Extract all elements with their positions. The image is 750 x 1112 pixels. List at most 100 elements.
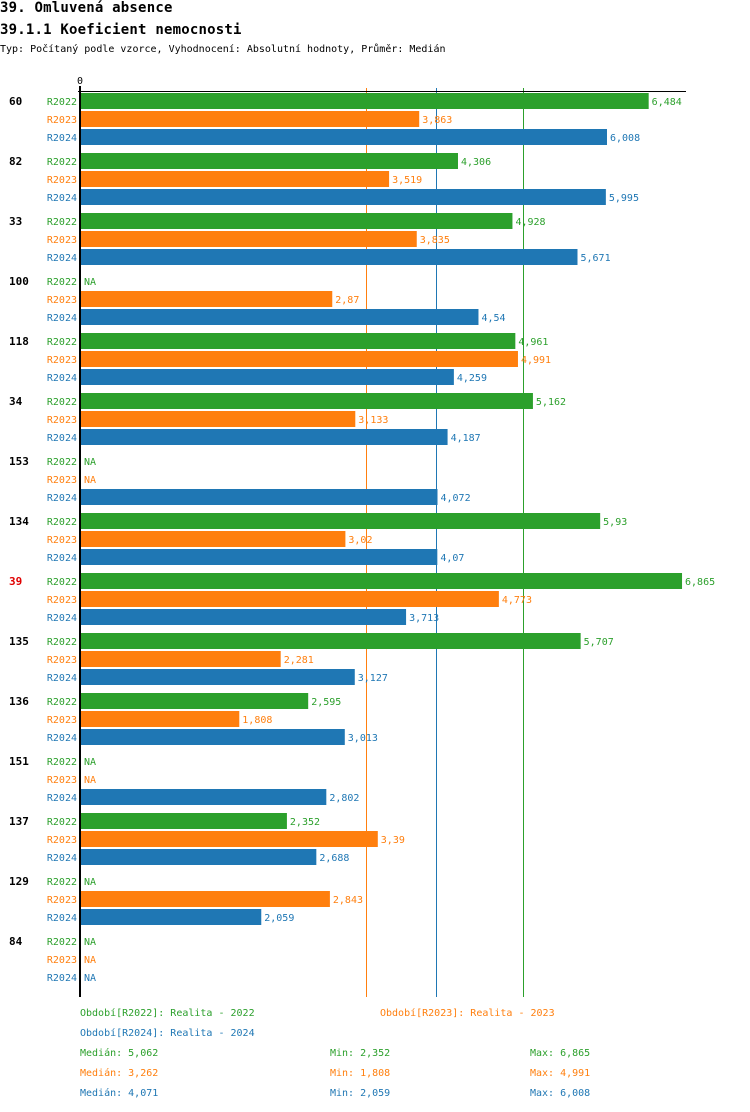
series-label: R2024	[47, 853, 77, 864]
data-label: 5,995	[609, 193, 639, 204]
stat-median-r2024: Medián: 4,071	[80, 1088, 159, 1099]
stat-min-r2022: Min: 2,352	[330, 1048, 391, 1059]
legend-r2023: Období[R2023]: Realita - 2023	[380, 1008, 555, 1019]
bar-r2023	[81, 291, 333, 307]
bar-r2024	[81, 549, 438, 565]
bar-r2024	[81, 129, 608, 145]
series-label: R2024	[47, 373, 77, 384]
bar-r2022	[81, 573, 683, 589]
data-label: 2,059	[264, 913, 294, 924]
series-label: R2022	[47, 877, 77, 888]
bar-r2023	[81, 591, 499, 607]
series-label: R2024	[47, 553, 77, 564]
category-label: 39	[9, 575, 22, 588]
bar-r2024	[81, 849, 317, 865]
data-label: 5,707	[584, 637, 614, 648]
series-label: R2024	[47, 913, 77, 924]
bar-r2022	[81, 213, 513, 229]
category-label: 34	[9, 395, 23, 408]
series-label: R2024	[47, 313, 77, 324]
chart-description: Typ: Počítaný podle vzorce, Vyhodnocení:…	[0, 44, 446, 55]
data-label: 3,835	[420, 235, 450, 246]
bar-r2023	[81, 171, 390, 187]
data-label: 1,808	[242, 715, 272, 726]
bar-r2024	[81, 609, 407, 625]
data-label: 3,127	[358, 673, 388, 684]
data-label: 2,87	[335, 295, 359, 306]
series-label: R2023	[47, 955, 77, 966]
bar-r2023	[81, 651, 281, 667]
data-label: 4,961	[518, 337, 548, 348]
x-tick-label: 0	[77, 76, 83, 87]
data-label: 4,187	[451, 433, 481, 444]
category-label: 151	[9, 755, 29, 768]
stat-max-r2024: Max: 6,008	[530, 1088, 591, 1099]
bar-r2024	[81, 789, 327, 805]
series-label: R2023	[47, 295, 77, 306]
series-label: R2023	[47, 535, 77, 546]
bar-r2022	[81, 93, 649, 109]
series-label: R2024	[47, 433, 77, 444]
data-label: 4,07	[440, 553, 464, 564]
category-label: 137	[9, 815, 29, 828]
data-label: 4,259	[457, 373, 487, 384]
bar-r2023	[81, 411, 356, 427]
data-label: 2,688	[319, 853, 349, 864]
series-label: R2022	[47, 937, 77, 948]
series-label: R2024	[47, 733, 77, 744]
series-label: R2024	[47, 673, 77, 684]
stat-max-r2023: Max: 4,991	[530, 1068, 591, 1079]
bar-r2024	[81, 429, 448, 445]
category-label: 135	[9, 635, 29, 648]
category-label: 60	[9, 95, 22, 108]
bar-r2024	[81, 669, 355, 685]
category-label: 153	[9, 455, 29, 468]
na-label: NA	[84, 973, 96, 984]
series-label: R2022	[47, 97, 77, 108]
series-label: R2022	[47, 217, 77, 228]
bar-r2022	[81, 333, 516, 349]
data-label: 2,802	[329, 793, 359, 804]
series-label: R2023	[47, 775, 77, 786]
legend-r2024: Období[R2024]: Realita - 2024	[80, 1028, 255, 1039]
data-label: 5,671	[580, 253, 610, 264]
bar-r2022	[81, 633, 581, 649]
series-label: R2023	[47, 715, 77, 726]
chart-title: 39.1.1 Koeficient nemocnosti	[0, 22, 242, 38]
series-label: R2023	[47, 655, 77, 666]
series-label: R2022	[47, 697, 77, 708]
bar-r2023	[81, 831, 378, 847]
stat-median-r2022: Medián: 5,062	[80, 1048, 159, 1059]
series-label: R2023	[47, 595, 77, 606]
na-label: NA	[84, 775, 96, 786]
bar-r2024	[81, 369, 454, 385]
series-label: R2022	[47, 397, 77, 408]
series-label: R2023	[47, 415, 77, 426]
data-label: 6,484	[652, 97, 682, 108]
na-label: NA	[84, 475, 96, 486]
data-label: 4,773	[502, 595, 532, 606]
data-label: 2,352	[290, 817, 320, 828]
data-label: 3,713	[409, 613, 439, 624]
series-label: R2023	[47, 895, 77, 906]
category-label: 134	[9, 515, 29, 528]
bar-r2022	[81, 153, 458, 169]
na-label: NA	[84, 937, 96, 948]
data-label: 5,93	[603, 517, 627, 528]
series-label: R2022	[47, 817, 77, 828]
na-label: NA	[84, 277, 96, 288]
category-label: 33	[9, 215, 22, 228]
data-label: 4,306	[461, 157, 491, 168]
series-label: R2024	[47, 193, 77, 204]
stat-min-r2024: Min: 2,059	[330, 1088, 391, 1099]
category-label: 100	[9, 275, 29, 288]
data-label: 3,39	[381, 835, 405, 846]
data-label: 4,54	[481, 313, 505, 324]
na-label: NA	[84, 757, 96, 768]
data-label: 4,072	[441, 493, 471, 504]
na-label: NA	[84, 877, 96, 888]
na-label: NA	[84, 457, 96, 468]
series-label: R2024	[47, 613, 77, 624]
stat-median-r2023: Medián: 3,262	[80, 1068, 159, 1079]
bar-r2023	[81, 351, 518, 367]
